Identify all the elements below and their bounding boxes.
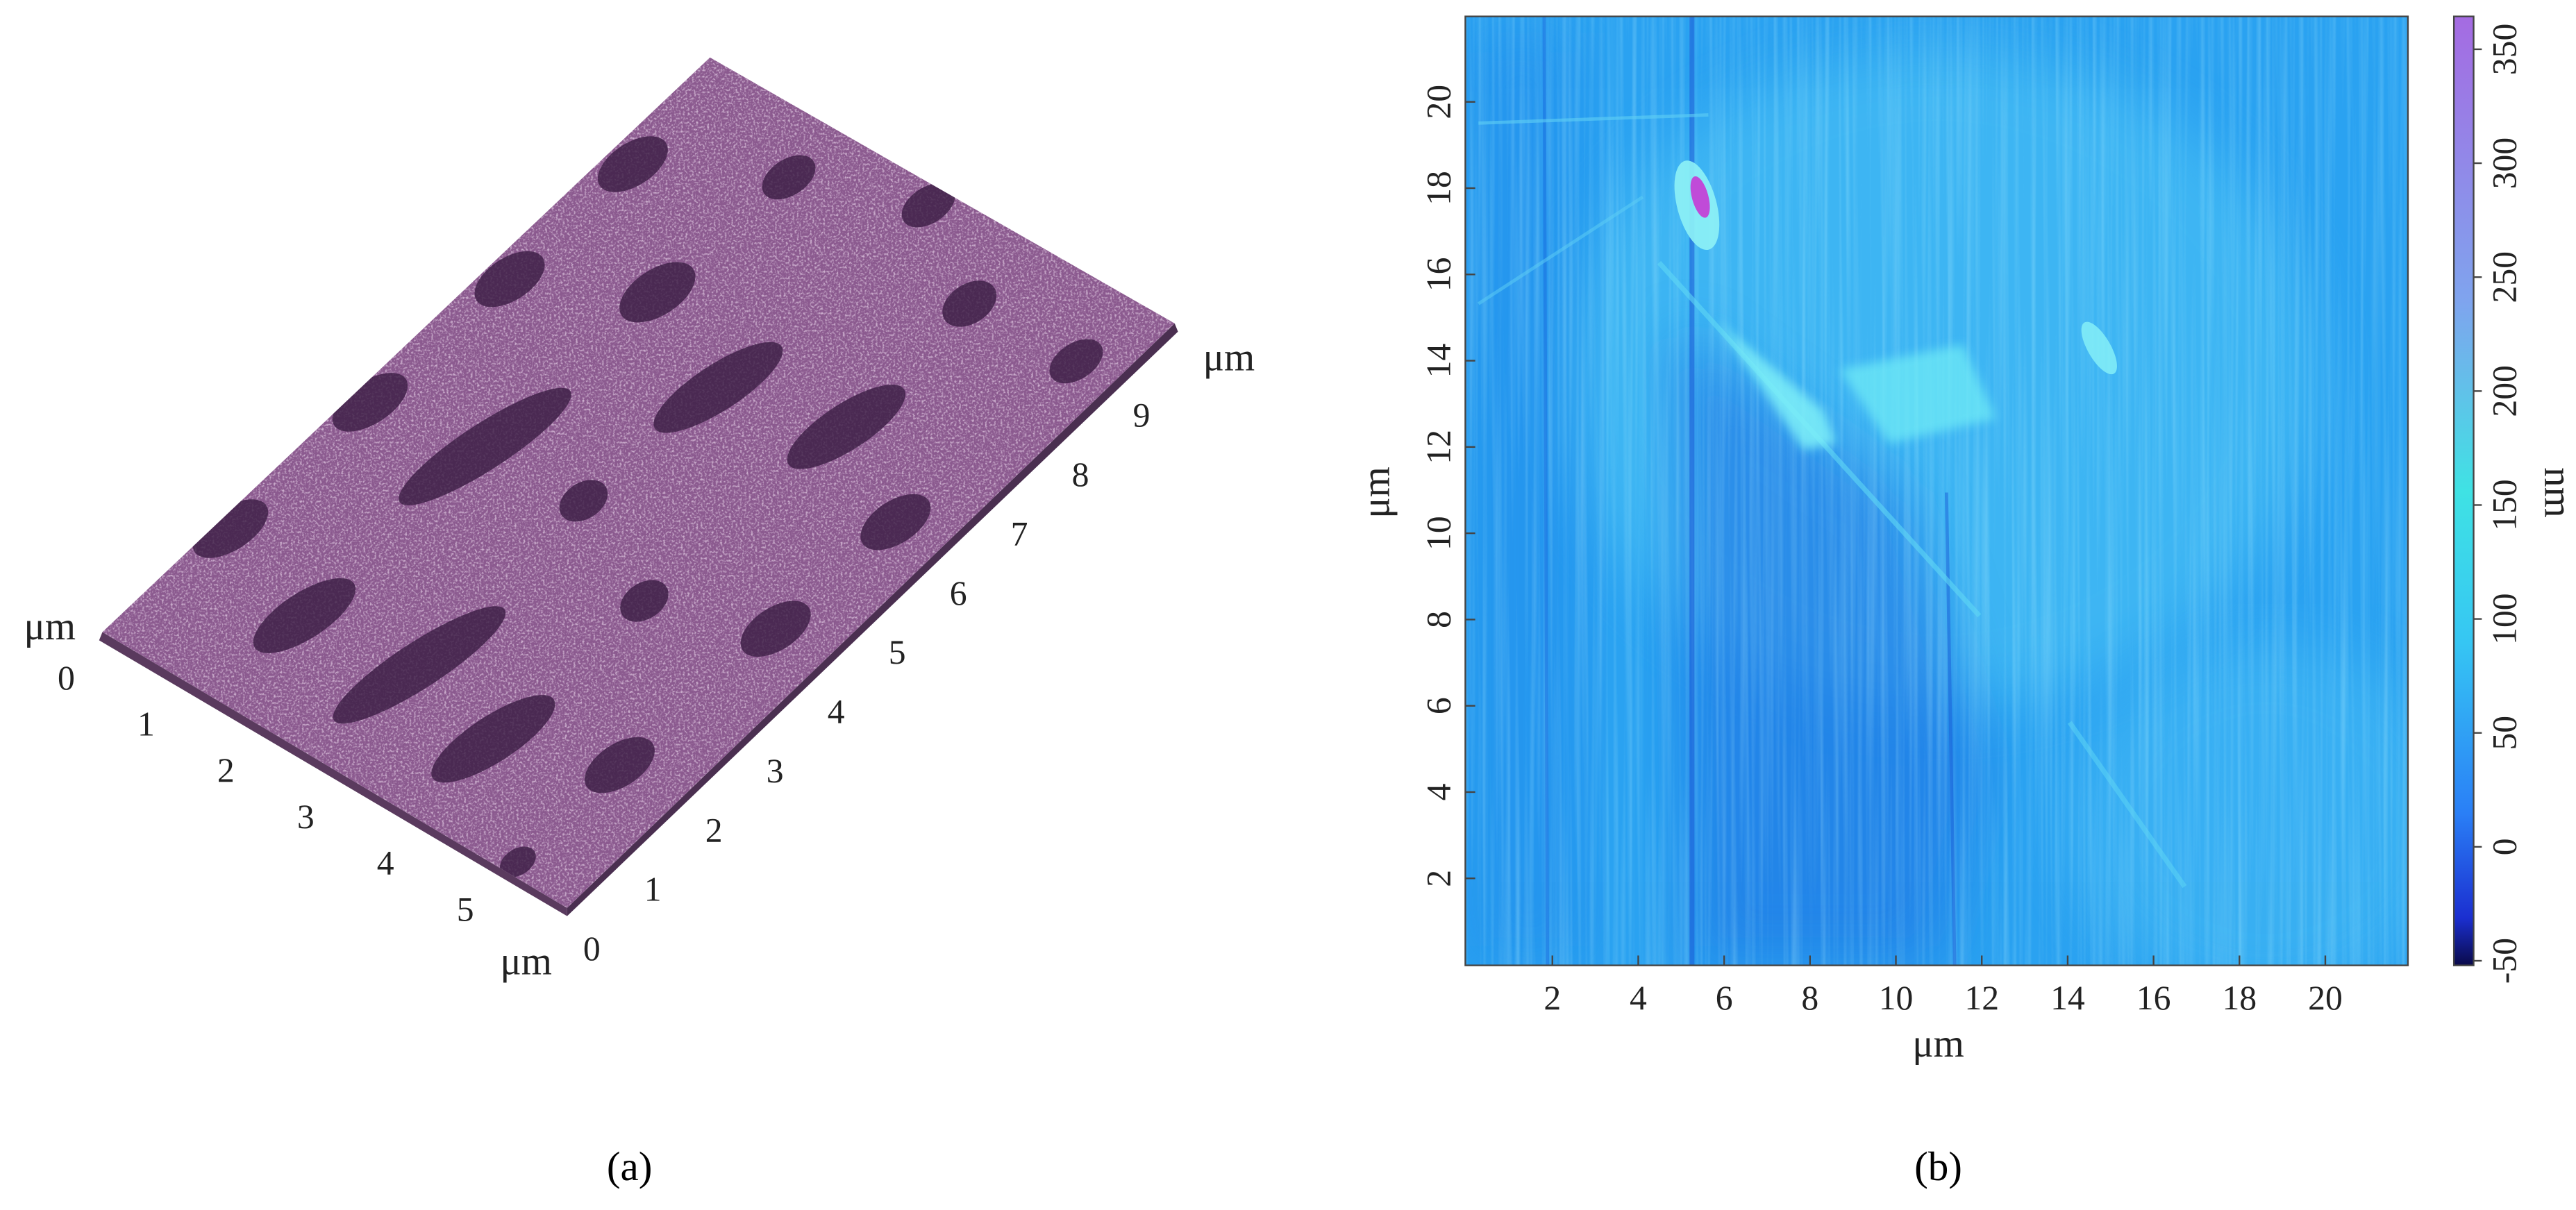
unit-label: μm — [500, 940, 552, 984]
tick-label: 7 — [1011, 514, 1028, 553]
y-axis-label: μm — [1354, 467, 1398, 519]
y-tick-label: 4 — [1420, 783, 1458, 800]
colorbar-tick-label: 0 — [2486, 838, 2524, 855]
tick-label: 5 — [889, 633, 906, 671]
colorbar-tick-label: -50 — [2486, 938, 2524, 984]
y-tick-label: 2 — [1420, 870, 1458, 887]
height-map — [1464, 15, 2409, 966]
tick-label: 2 — [217, 751, 235, 789]
colorbar-label: nm — [2536, 467, 2576, 518]
colorbar-tick-label: 50 — [2486, 716, 2524, 750]
colorbar-tick-label: 100 — [2486, 593, 2524, 644]
y-tick-label: 10 — [1420, 516, 1458, 551]
x-tick-label: 12 — [1964, 979, 1999, 1017]
tick-label: 1 — [137, 705, 155, 743]
x-tick-label: 18 — [2222, 979, 2257, 1017]
tick-label: 4 — [377, 844, 394, 882]
tick-label: 9 — [1133, 396, 1151, 435]
tick-label: 0 — [583, 930, 601, 968]
colorbar-tick-label: 250 — [2486, 251, 2524, 303]
tick-label: 0 — [58, 659, 75, 697]
x-tick-label: 2 — [1544, 979, 1561, 1017]
x-tick-label: 20 — [2308, 979, 2343, 1017]
x-tick-label: 6 — [1716, 979, 1733, 1017]
tick-label: 4 — [828, 693, 845, 731]
unit-label: μm — [24, 605, 76, 648]
x-axis-label: μm — [1912, 1022, 1964, 1066]
tick-label: 5 — [457, 890, 474, 928]
surface-3d — [99, 57, 1178, 916]
caption: (a) — [607, 1143, 653, 1189]
x-tick-label: 16 — [2136, 979, 2171, 1017]
colorbar — [2452, 15, 2475, 966]
x-tick-label: 4 — [1630, 979, 1647, 1017]
y-tick-label: 6 — [1420, 697, 1458, 714]
colorbar-tick-label: 150 — [2486, 479, 2524, 530]
x-tick-label: 10 — [1879, 979, 1914, 1017]
y-tick-label: 18 — [1420, 171, 1458, 205]
y-tick-label: 12 — [1420, 430, 1458, 464]
x-tick-label: 14 — [2050, 979, 2085, 1017]
colorbar-tick-label: 350 — [2486, 24, 2524, 75]
colorbar-tick-label: 200 — [2486, 365, 2524, 417]
y-tick-label: 20 — [1420, 85, 1458, 119]
y-tick-label: 14 — [1420, 344, 1458, 378]
y-tick-label: 16 — [1420, 257, 1458, 292]
tick-label: 2 — [705, 811, 723, 849]
caption: (b) — [1914, 1143, 1962, 1189]
tick-label: 3 — [297, 798, 315, 836]
tick-label: 3 — [767, 752, 784, 790]
tick-label: 1 — [644, 871, 662, 909]
y-tick-label: 8 — [1420, 611, 1458, 628]
unit-label: μm — [1203, 335, 1255, 379]
colorbar-tick-label: 300 — [2486, 137, 2524, 189]
tick-label: 6 — [950, 574, 967, 612]
tick-label: 8 — [1072, 455, 1089, 494]
x-tick-label: 8 — [1801, 979, 1818, 1017]
